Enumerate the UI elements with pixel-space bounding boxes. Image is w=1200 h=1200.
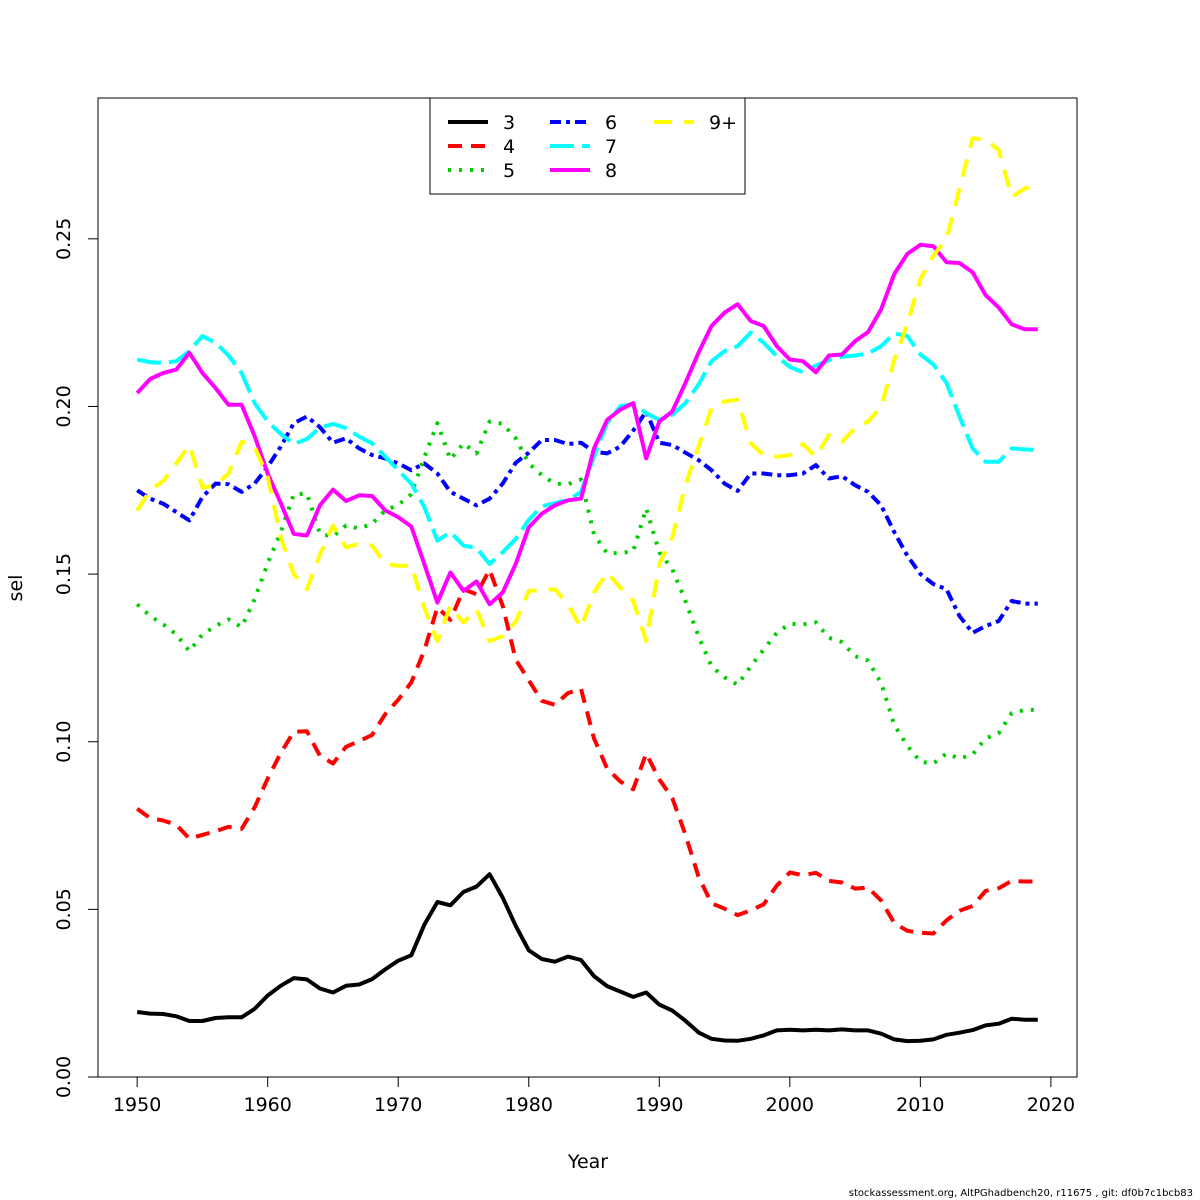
series-line-6 (136, 409, 1038, 635)
legend-label-8: 8 (605, 160, 617, 182)
legend-label-9+: 9+ (709, 112, 737, 134)
legend-label-4: 4 (503, 136, 515, 158)
y-tick-label: 0.10 (53, 721, 75, 763)
y-tick-label: 0.15 (53, 553, 75, 595)
series-line-7 (136, 330, 1038, 566)
y-tick-label: 0.20 (53, 385, 75, 427)
x-tick-label: 1970 (374, 1094, 422, 1116)
series-line-4 (136, 567, 1038, 936)
y-axis: 0.00 0.05 0.10 0.15 0.20 0.25 (53, 218, 99, 1098)
legend-label-5: 5 (503, 160, 515, 182)
y-tick-label: 0.00 (53, 1056, 75, 1098)
x-tick-label: 1960 (244, 1094, 292, 1116)
y-axis-label: sel (5, 575, 27, 602)
footnote: stockassessment.org, AltPGhadbench20, r1… (849, 1188, 1193, 1199)
series-line-8 (135, 242, 1038, 607)
series-layer (135, 136, 1039, 1044)
legend-label-6: 6 (605, 112, 617, 134)
x-tick-label: 2000 (766, 1094, 814, 1116)
series-line-9+ (135, 136, 1039, 644)
x-axis: 1950 1960 1970 1980 1990 2000 2010 2020 (113, 1076, 1075, 1116)
x-tick-label: 2020 (1027, 1094, 1075, 1116)
legend-label-3: 3 (503, 112, 515, 134)
legend-label-7: 7 (605, 136, 617, 158)
series-line-3 (136, 872, 1038, 1044)
x-axis-label: Year (567, 1151, 608, 1173)
x-tick-label: 1950 (113, 1094, 161, 1116)
x-tick-label: 1980 (505, 1094, 553, 1116)
y-tick-label: 0.25 (53, 218, 75, 260)
legend: 345 678 9+ (429, 97, 746, 195)
x-tick-label: 1990 (635, 1094, 683, 1116)
x-tick-label: 2010 (896, 1094, 944, 1116)
y-tick-label: 0.05 (53, 888, 75, 930)
